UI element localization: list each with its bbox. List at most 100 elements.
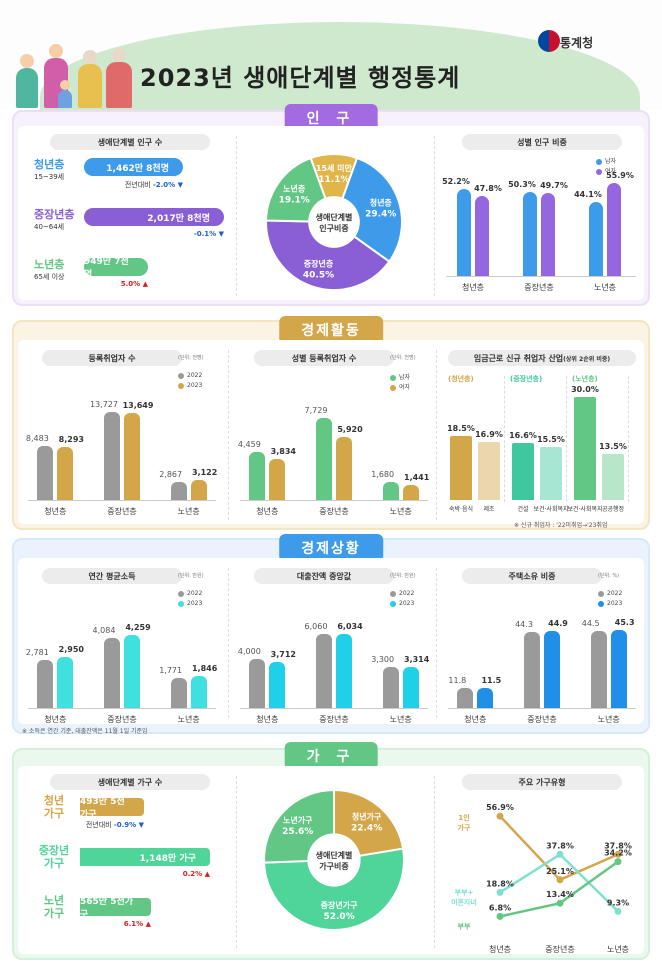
bar-series-a [170,482,187,500]
page-title: 2023년 생애단계별 행정통계 [140,64,461,92]
bar-series-b [336,437,352,500]
pop-row-name: 중장년층 [34,208,75,221]
pop-row-name: 청년층 [34,158,65,171]
legend-label: 2023 [187,600,203,607]
industry-bar [602,454,624,500]
bar-series-b [124,413,140,500]
series-name: 가구 [458,823,471,832]
legend-label: 2022 [187,372,203,379]
bar-male [589,202,603,276]
legend-dot [598,590,604,597]
bar-series-a [316,418,332,500]
finance-section-title: 경제상황 [279,534,383,562]
donut-slice-name: 노년층 [283,183,306,193]
bar-value-b: 45.3 [614,618,635,627]
category-label: 노년층 [607,944,629,954]
bar-value-a: 4,459 [237,440,261,449]
industry-name: 보건·사회복지 [533,506,569,513]
legend-label: 남자 [399,374,411,381]
bar-value-male: 50.3% [508,180,536,189]
category-label: 노년층 [597,715,620,724]
industry-value: 13.5% [599,442,627,451]
industry-value: 15.5% [537,435,565,444]
line-point-label: 9.3% [607,898,629,907]
bar-value-b: 2,950 [58,645,84,654]
legend-label: 2022 [399,590,415,597]
category-label: 청년층 [44,507,67,516]
bar-value-a: 4,084 [92,626,116,635]
industry-group-label: (청년층) [448,375,474,383]
category-label: 중장년층 [319,715,349,724]
bar-value-a: 2,781 [25,648,49,657]
change-label: 전년대비 [124,181,153,189]
bar-male [523,192,537,276]
legend-label: 2022 [607,590,623,597]
bar-value-b: 3,122 [192,468,218,477]
legend-dot [596,158,602,165]
household-count-title: 생애단계별 가구 수 [50,774,210,790]
donut-slice-name: 청년가구 [352,812,382,822]
hh-row-name: 노년 가구 [43,894,65,920]
category-label: 중장년층 [545,944,574,954]
legend-item: 남자 [390,372,410,381]
donut-slice-value: 11.1% [318,175,349,185]
change-value: 5.0% ▲ [120,280,148,288]
industry-group-label: (중장년층) [510,375,543,383]
legend-item: 여자 [390,382,410,391]
line-point-label: 37.8% [546,841,574,850]
hh-row-change: 0.2% ▲ [150,870,210,878]
category-label: 중장년층 [107,715,137,724]
category-label: 청년층 [489,944,511,954]
category-label: 중장년층 [319,507,349,516]
donut-slice-name: 중장년가구 [321,900,358,910]
bar-value-b: 44.9 [548,619,568,628]
industry-bar [512,443,534,500]
bar-value-a: 44.5 [581,619,600,628]
baseline [448,708,636,709]
bar-series-a [382,482,399,500]
donut-center-line2: 인구비중 [319,223,349,233]
industry-title-text: 임금근로 신규 취업자 산업 [473,353,564,363]
pop-row-bar: 949만 7천명 [84,257,148,280]
hh-row-bar: 565만 5천가구 [80,897,151,920]
bar-series-a [316,634,332,708]
bar-value-a: 44.3 [515,620,533,629]
series-name: 1인 [458,813,469,822]
line-point-label: 18.8% [486,879,514,888]
bar-value-b: 11.5 [481,676,502,685]
pop-row-change: -0.1% ▼ [164,230,224,238]
legend-dot [178,372,184,379]
donut-slice [265,219,391,291]
donut-slice-value: 22.4% [351,824,382,834]
legend-item: 2023 [178,600,202,607]
population-donut-chart: 15세 미만 11.1% 청년층 29.4% 중장년층 40.5% 노년층 19.1% 생애단계… [264,153,403,291]
industry-name: 숙박·음식 [449,506,473,513]
economic-section: 경제활동 등록취업자 수 (단위: 천명) 2022 2023 8,483 8,293 청년… [12,316,650,530]
pop-row-change: 전년대비 -2.0% ▼ [123,180,183,190]
industry-title: 임금근로 신규 취업자 산업 (상위 2순위 비중) [448,350,636,366]
change-value: -0.1% ▼ [193,230,224,238]
bar-male [457,189,471,276]
category-label: 노년층 [389,507,412,516]
pop-row-bar: 2,017만 8천명 [84,208,224,226]
pop-row-change: 5.0% ▲ [88,280,148,288]
bar-value-a: 1,680 [371,470,395,479]
series-name: 부부 [458,921,471,930]
industry-value: 30.0% [571,385,599,394]
legend-label: 여자 [605,168,617,175]
donut-slice-name: 노년가구 [283,815,313,825]
industry-name: 보건·사회복지 [567,506,603,513]
bar-series-b [57,657,74,708]
legend-item: 2022 [178,590,202,597]
panel-title: 주택소유 비중 [462,568,602,584]
donut-center-line1: 생애단계별 [316,850,353,860]
hh-row-change: 6.1% ▲ [91,920,151,928]
donut-slice-value: 29.4% [365,209,396,219]
line-point [556,850,564,858]
legend-label: 2022 [187,590,203,597]
change-value: 0.2% ▲ [182,870,210,878]
bar-value-female: 49.7% [540,181,568,190]
legend-item: 2023 [178,382,202,389]
line-point [614,850,622,858]
